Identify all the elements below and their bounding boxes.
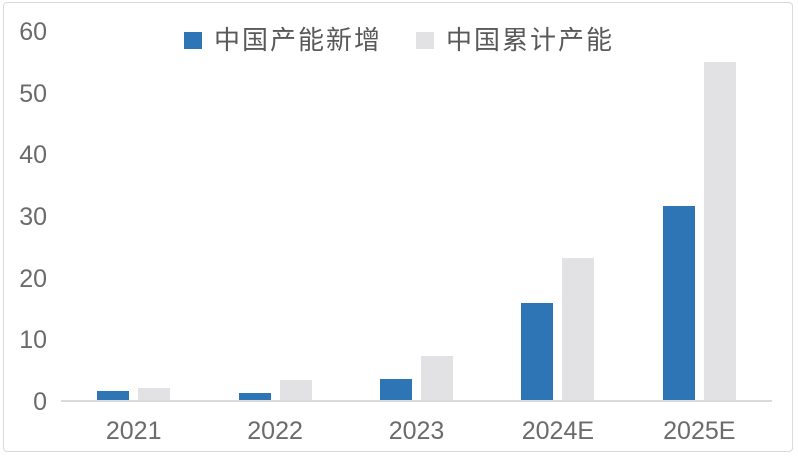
bar-new-2024E	[521, 303, 554, 402]
bar-cumulative-2024E	[562, 258, 595, 402]
x-axis-label-2023: 2023	[388, 417, 445, 445]
y-tick-label-20: 20	[19, 264, 47, 293]
legend-swatch-new-capacity-icon	[183, 31, 202, 49]
x-axis-label-2022: 2022	[247, 417, 303, 445]
y-tick-label-30: 30	[19, 203, 47, 231]
legend-label-new-capacity: 中国产能新增	[213, 25, 382, 55]
y-tick-label-40: 40	[19, 141, 47, 170]
bar-cumulative-2022	[279, 379, 312, 402]
x-axis-line	[61, 400, 772, 402]
y-tick-label-0: 0	[33, 388, 47, 416]
x-axis-label-2025E: 2025E	[663, 417, 736, 445]
legend-label-cumulative-capacity: 中国累计产能	[446, 25, 615, 55]
y-tick-label-60: 60	[19, 18, 47, 46]
legend-swatch-cumulative-capacity-icon	[416, 31, 434, 49]
legend-item-new-capacity: 中国产能新增	[183, 24, 382, 56]
bar-cumulative-2021	[138, 387, 171, 402]
chart-legend: 中国产能新增 中国累计产能	[0, 24, 798, 56]
bar-new-2022	[238, 393, 271, 402]
x-axis-label-2024E: 2024E	[521, 417, 595, 445]
bar-new-2021	[97, 390, 130, 402]
y-tick-label-10: 10	[19, 326, 47, 355]
legend-item-cumulative-capacity: 中国累计产能	[416, 24, 614, 56]
y-tick-label-50: 50	[19, 79, 47, 108]
bar-new-2023	[380, 379, 412, 402]
bar-new-2025E	[662, 205, 695, 402]
bar-cumulative-2023	[421, 356, 453, 402]
x-axis-label-2021: 2021	[105, 417, 162, 445]
bar-cumulative-2025E	[703, 61, 736, 402]
